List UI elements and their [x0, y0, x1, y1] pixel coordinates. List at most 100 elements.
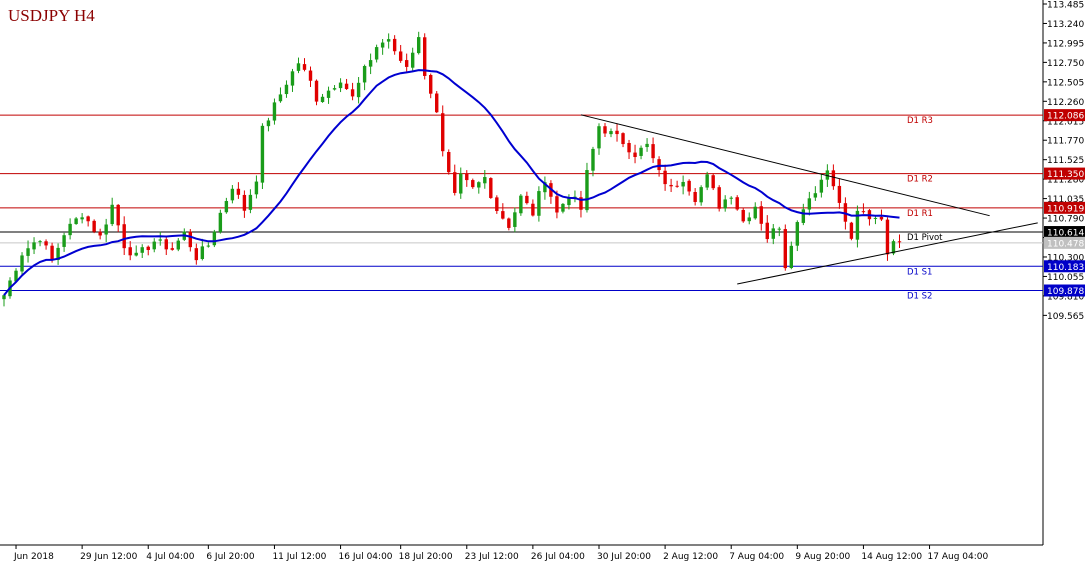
x-tick-label: 9 Aug 20:00: [795, 552, 850, 562]
candle-body: [80, 217, 84, 220]
candle-body: [879, 216, 884, 220]
x-tick-label: 26 Jul 04:00: [531, 552, 585, 562]
level-price-box: [1044, 167, 1085, 180]
candle-body: [597, 126, 601, 149]
candle-body: [729, 197, 733, 199]
candle-body: [477, 182, 481, 188]
candle-body: [242, 194, 247, 211]
level-name: D1 R3: [907, 116, 933, 126]
candle-body: [837, 185, 842, 203]
candle-body: [747, 217, 751, 222]
candle-body: [483, 177, 487, 184]
candle-body: [44, 241, 48, 246]
candle-body: [68, 223, 72, 236]
trendline: [580, 114, 990, 217]
candle-body: [831, 170, 836, 187]
level-price-label: 110.919: [1047, 204, 1084, 214]
candle-body: [344, 83, 349, 90]
candle-body: [194, 248, 199, 261]
candle-body: [74, 218, 78, 225]
candle-body: [885, 219, 890, 255]
candle-body: [410, 52, 415, 68]
candle-body: [404, 60, 409, 67]
candle-body: [302, 64, 307, 70]
candle-body: [435, 93, 439, 113]
candle-body: [591, 148, 595, 171]
y-tick-label: 109.810: [1047, 292, 1084, 302]
candle-body: [813, 193, 818, 198]
candle-body: [56, 247, 60, 261]
candle-body: [98, 231, 102, 236]
level-price-label: 109.878: [1047, 287, 1084, 297]
candle-body: [459, 173, 463, 194]
candle-body: [675, 185, 679, 187]
candle-body: [843, 203, 848, 222]
candle-body: [789, 245, 794, 268]
candle-body: [104, 224, 108, 235]
candle-body: [693, 191, 697, 202]
candle-body: [380, 42, 385, 48]
candle-body: [164, 239, 168, 250]
candle-body: [531, 203, 535, 216]
candle-body: [567, 197, 571, 206]
candle-body: [152, 241, 156, 250]
candle-body: [645, 143, 649, 148]
level-name: D1 S1: [907, 267, 932, 277]
level-name: D1 R2: [907, 175, 933, 185]
level-price-label: 112.086: [1047, 112, 1084, 122]
candle-body: [308, 70, 313, 81]
chart-title: USDJPY H4: [8, 6, 95, 25]
y-tick-label: 113.240: [1047, 20, 1084, 30]
candle-body: [897, 241, 902, 243]
candle-body: [699, 187, 703, 203]
candle-body: [657, 159, 661, 171]
candle-body: [146, 246, 150, 251]
candle-body: [537, 191, 541, 216]
candle-body: [873, 217, 878, 219]
y-tick-label: 111.770: [1047, 137, 1084, 147]
candle-body: [206, 245, 211, 247]
y-tick-label: 112.505: [1047, 78, 1084, 88]
candle-body: [296, 63, 301, 71]
candle-body: [368, 60, 373, 67]
candle-body: [621, 133, 625, 145]
x-tick-label: 4 Jul 04:00: [146, 552, 195, 562]
candle-body: [855, 210, 860, 240]
candle-body: [807, 198, 812, 210]
candle-body: [284, 84, 289, 95]
candle-body: [501, 211, 505, 219]
level-price-label: 111.350: [1047, 170, 1084, 180]
y-tick-label: 110.790: [1047, 215, 1084, 225]
current-price-box: [1044, 236, 1085, 249]
level-price-label: 110.614: [1047, 229, 1084, 239]
candle-body: [278, 94, 283, 102]
candle-body: [158, 239, 162, 241]
candle-body: [585, 170, 589, 211]
candle-body: [651, 144, 655, 159]
x-tick-label: 16 Jul 04:00: [339, 552, 393, 562]
candle-body: [356, 82, 361, 98]
candle-body: [224, 201, 229, 213]
candle-body: [441, 113, 445, 152]
candle-body: [681, 181, 685, 187]
candle-body: [392, 38, 397, 52]
y-tick-label: 112.995: [1047, 39, 1084, 49]
y-tick-label: 109.565: [1047, 312, 1084, 322]
x-tick-label: 17 Aug 04:00: [928, 552, 989, 562]
level-price-box: [1044, 260, 1085, 273]
candle-body: [741, 209, 745, 222]
level-price-box: [1044, 109, 1085, 122]
candle-body: [122, 224, 126, 249]
x-tick-label: 6 Jul 20:00: [206, 552, 255, 562]
candle-body: [374, 47, 379, 60]
candle-body: [26, 248, 30, 256]
candle-body: [639, 147, 643, 156]
candle-body: [735, 197, 739, 210]
level-price-label: 110.183: [1047, 263, 1084, 273]
candle-body: [386, 39, 391, 42]
candle-body: [338, 82, 343, 89]
x-tick-label: 18 Jul 20:00: [399, 552, 453, 562]
candle-body: [615, 130, 619, 135]
x-tick-label: 2 Aug 12:00: [663, 552, 718, 562]
